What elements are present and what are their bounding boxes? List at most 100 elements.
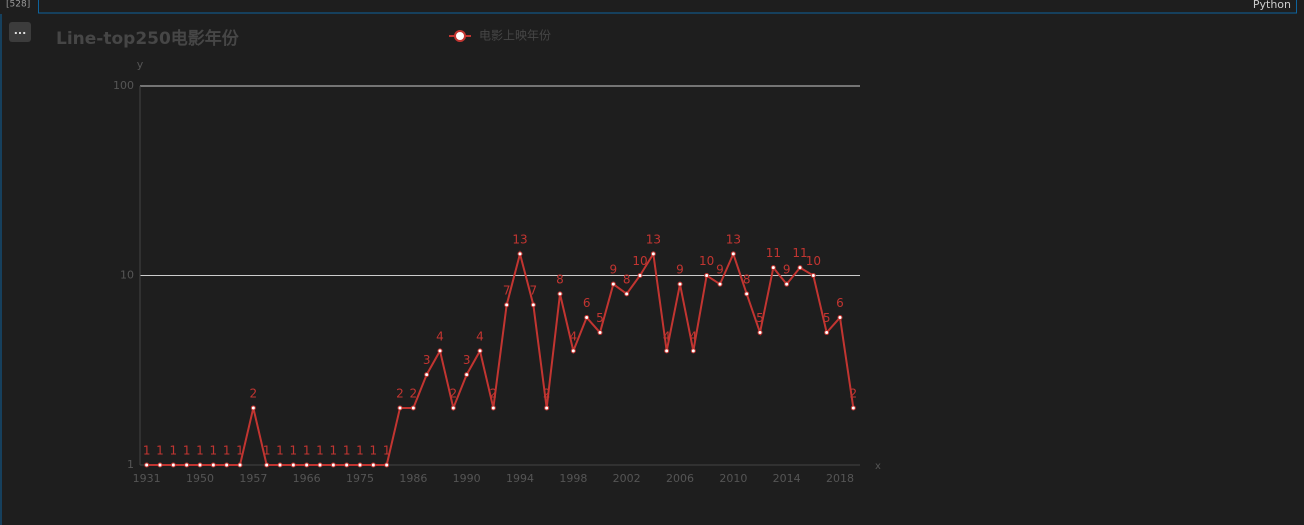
data-point bbox=[170, 462, 176, 468]
x-axis-label: x bbox=[875, 461, 881, 472]
data-label: 1 bbox=[170, 444, 178, 458]
data-point bbox=[357, 462, 363, 468]
data-point bbox=[344, 462, 350, 468]
data-point bbox=[557, 291, 563, 297]
data-point bbox=[290, 462, 296, 468]
x-tick-label: 2010 bbox=[719, 472, 747, 485]
x-tick-label: 1957 bbox=[239, 472, 267, 485]
data-point bbox=[384, 462, 390, 468]
data-label: 6 bbox=[836, 296, 844, 310]
data-label: 7 bbox=[530, 283, 538, 297]
data-point bbox=[584, 315, 590, 321]
data-label: 8 bbox=[556, 272, 564, 286]
data-label: 13 bbox=[512, 232, 527, 246]
output-menu-label[interactable]: ... bbox=[14, 24, 27, 37]
y-tick-label: 100 bbox=[113, 79, 134, 92]
data-label: 4 bbox=[436, 329, 444, 343]
data-point bbox=[744, 291, 750, 297]
data-label: 5 bbox=[823, 311, 831, 325]
data-label: 1 bbox=[263, 444, 271, 458]
data-label: 1 bbox=[383, 444, 391, 458]
data-point bbox=[797, 265, 803, 271]
data-point bbox=[784, 281, 790, 287]
data-point bbox=[157, 462, 163, 468]
data-point bbox=[397, 405, 403, 411]
data-label: 4 bbox=[476, 329, 484, 343]
data-label: 1 bbox=[330, 444, 338, 458]
legend-label: 电影上映年份 bbox=[479, 29, 551, 43]
data-point bbox=[770, 265, 776, 271]
data-label: 1 bbox=[210, 444, 218, 458]
data-label: 4 bbox=[570, 329, 578, 343]
data-point bbox=[144, 462, 150, 468]
data-label: 1 bbox=[183, 444, 191, 458]
data-point bbox=[237, 462, 243, 468]
cell-prompt: [528] bbox=[6, 0, 30, 10]
data-point bbox=[837, 315, 843, 321]
data-point bbox=[624, 291, 630, 297]
data-label: 4 bbox=[663, 329, 671, 343]
x-tick-label: 2014 bbox=[773, 472, 801, 485]
data-label: 6 bbox=[583, 296, 591, 310]
x-tick-label: 2018 bbox=[826, 472, 854, 485]
data-point bbox=[650, 251, 656, 257]
data-point bbox=[757, 330, 763, 336]
data-point bbox=[610, 281, 616, 287]
data-point bbox=[810, 273, 816, 278]
data-label: 1 bbox=[236, 444, 244, 458]
data-label: 1 bbox=[356, 444, 364, 458]
data-label: 9 bbox=[610, 263, 618, 277]
series-line bbox=[146, 249, 855, 466]
data-label: 1 bbox=[156, 444, 164, 458]
x-tick-label: 2002 bbox=[613, 472, 641, 485]
x-tick-label: 1931 bbox=[133, 472, 161, 485]
x-tick-label: 1986 bbox=[399, 472, 427, 485]
data-point bbox=[197, 462, 203, 468]
code-cell-border[interactable] bbox=[38, 0, 1297, 14]
data-label: 13 bbox=[726, 232, 741, 246]
x-tick-label: 1950 bbox=[186, 472, 214, 485]
data-label: 2 bbox=[490, 386, 498, 400]
data-point bbox=[490, 405, 496, 411]
x-tick-label: 1966 bbox=[293, 472, 321, 485]
data-label: 8 bbox=[743, 272, 751, 286]
data-point bbox=[544, 405, 550, 411]
data-label: 1 bbox=[196, 444, 204, 458]
data-label: 11 bbox=[792, 246, 807, 260]
data-point bbox=[664, 348, 670, 354]
data-label: 1 bbox=[276, 444, 284, 458]
x-tick-label: 1994 bbox=[506, 472, 534, 485]
data-label: 7 bbox=[503, 283, 511, 297]
data-point bbox=[530, 302, 536, 308]
data-label: 5 bbox=[756, 311, 764, 325]
cell-language[interactable]: Python bbox=[1253, 0, 1291, 11]
data-label: 1 bbox=[223, 444, 231, 458]
data-point bbox=[637, 273, 643, 278]
data-label: 10 bbox=[699, 254, 714, 268]
data-label: 1 bbox=[143, 444, 151, 458]
data-point bbox=[824, 330, 830, 336]
data-point bbox=[477, 348, 483, 354]
data-point bbox=[184, 462, 190, 468]
data-label: 2 bbox=[450, 386, 458, 400]
chart-title: Line-top250电影年份 bbox=[56, 28, 240, 49]
data-point bbox=[690, 348, 696, 354]
data-point bbox=[504, 302, 510, 308]
data-label: 13 bbox=[646, 232, 661, 246]
output-menu-button[interactable] bbox=[9, 22, 31, 42]
data-point bbox=[277, 462, 283, 468]
data-label: 2 bbox=[410, 386, 418, 400]
data-point bbox=[437, 348, 443, 354]
data-label: 1 bbox=[343, 444, 351, 458]
data-label: 9 bbox=[716, 263, 724, 277]
data-point bbox=[224, 462, 230, 468]
y-axis-label: y bbox=[137, 58, 144, 71]
data-label: 11 bbox=[766, 246, 781, 260]
data-point bbox=[424, 372, 430, 378]
data-label: 2 bbox=[850, 386, 858, 400]
legend-icon-marker bbox=[454, 30, 466, 42]
data-label: 4 bbox=[690, 329, 698, 343]
